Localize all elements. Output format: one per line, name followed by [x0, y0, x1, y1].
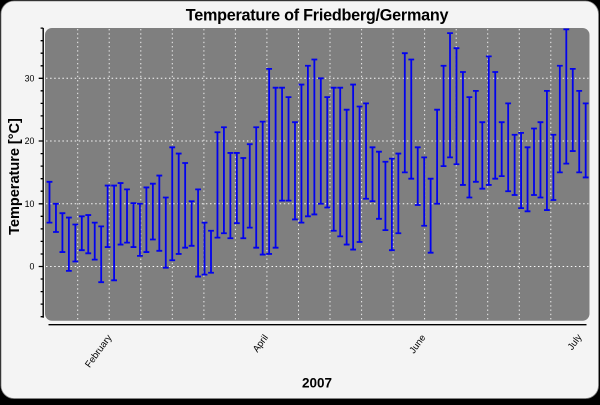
svg-text:20: 20: [25, 136, 35, 146]
svg-text:0: 0: [29, 262, 34, 272]
svg-text:10: 10: [25, 199, 35, 209]
svg-text:Temperature [°C]: Temperature [°C]: [7, 118, 23, 235]
svg-text:30: 30: [25, 74, 35, 84]
svg-text:2007: 2007: [302, 376, 332, 391]
svg-text:Temperature of Friedberg/Germa: Temperature of Friedberg/Germany: [186, 7, 449, 25]
